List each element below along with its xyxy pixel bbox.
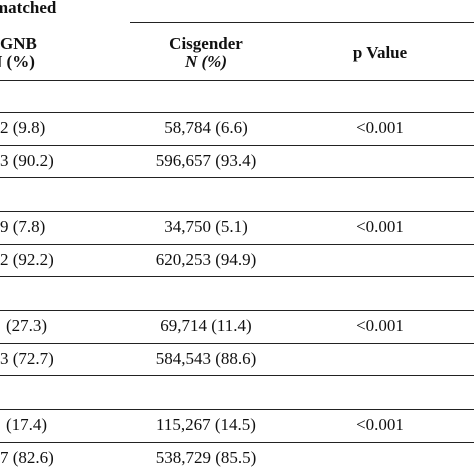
- cell-cisgender: 596,657 (93.4): [155, 150, 257, 170]
- rule: [0, 375, 474, 376]
- rule: [0, 177, 474, 178]
- cell-gnb: (27.3): [6, 316, 48, 335]
- cell-gnb: 7 (82.6): [0, 447, 54, 467]
- cell-cisgender: 34,750 (5.1): [164, 217, 248, 236]
- cell-cisgender: 538,729 (85.5): [155, 447, 257, 467]
- rule: [0, 276, 474, 277]
- cell-p-value: <0.001: [356, 118, 404, 137]
- rule: [0, 112, 474, 113]
- cell-p-value: <0.001: [356, 217, 404, 236]
- cell-p-value: <0.001: [356, 316, 404, 335]
- cell-cisgender: 620,253 (94.9): [155, 249, 257, 269]
- group-label: matched: [0, 0, 57, 17]
- column-title: Cisgender: [169, 34, 243, 53]
- cell-gnb: 9 (7.8): [0, 217, 46, 236]
- rule: [0, 310, 474, 311]
- rule: [0, 211, 474, 212]
- cell-cisgender: 58,784 (6.6): [164, 118, 248, 137]
- rule: [0, 409, 474, 410]
- column-title: GNB: [0, 34, 37, 53]
- rule: [0, 442, 474, 443]
- cell-p-value: <0.001: [356, 415, 404, 434]
- cell-cisgender: 115,267 (14.5): [156, 415, 256, 434]
- cell-gnb: (17.4): [6, 415, 48, 434]
- cell-gnb: 3 (90.2): [0, 150, 54, 170]
- rule: [0, 244, 474, 245]
- cell-gnb: 3 (72.7): [0, 348, 54, 368]
- column-title: p Value: [352, 43, 408, 62]
- cell-cisgender: 69,714 (11.4): [160, 316, 252, 335]
- rule: [0, 145, 474, 146]
- cell-gnb: 2 (9.8): [0, 118, 46, 137]
- column-subtitle: N (%): [0, 52, 35, 71]
- rule: [0, 80, 474, 81]
- cell-cisgender: 584,543 (88.6): [155, 348, 257, 368]
- rule: [130, 22, 474, 23]
- rule: [0, 343, 474, 344]
- cell-gnb: 2 (92.2): [0, 249, 54, 269]
- column-subtitle: N (%): [184, 52, 228, 71]
